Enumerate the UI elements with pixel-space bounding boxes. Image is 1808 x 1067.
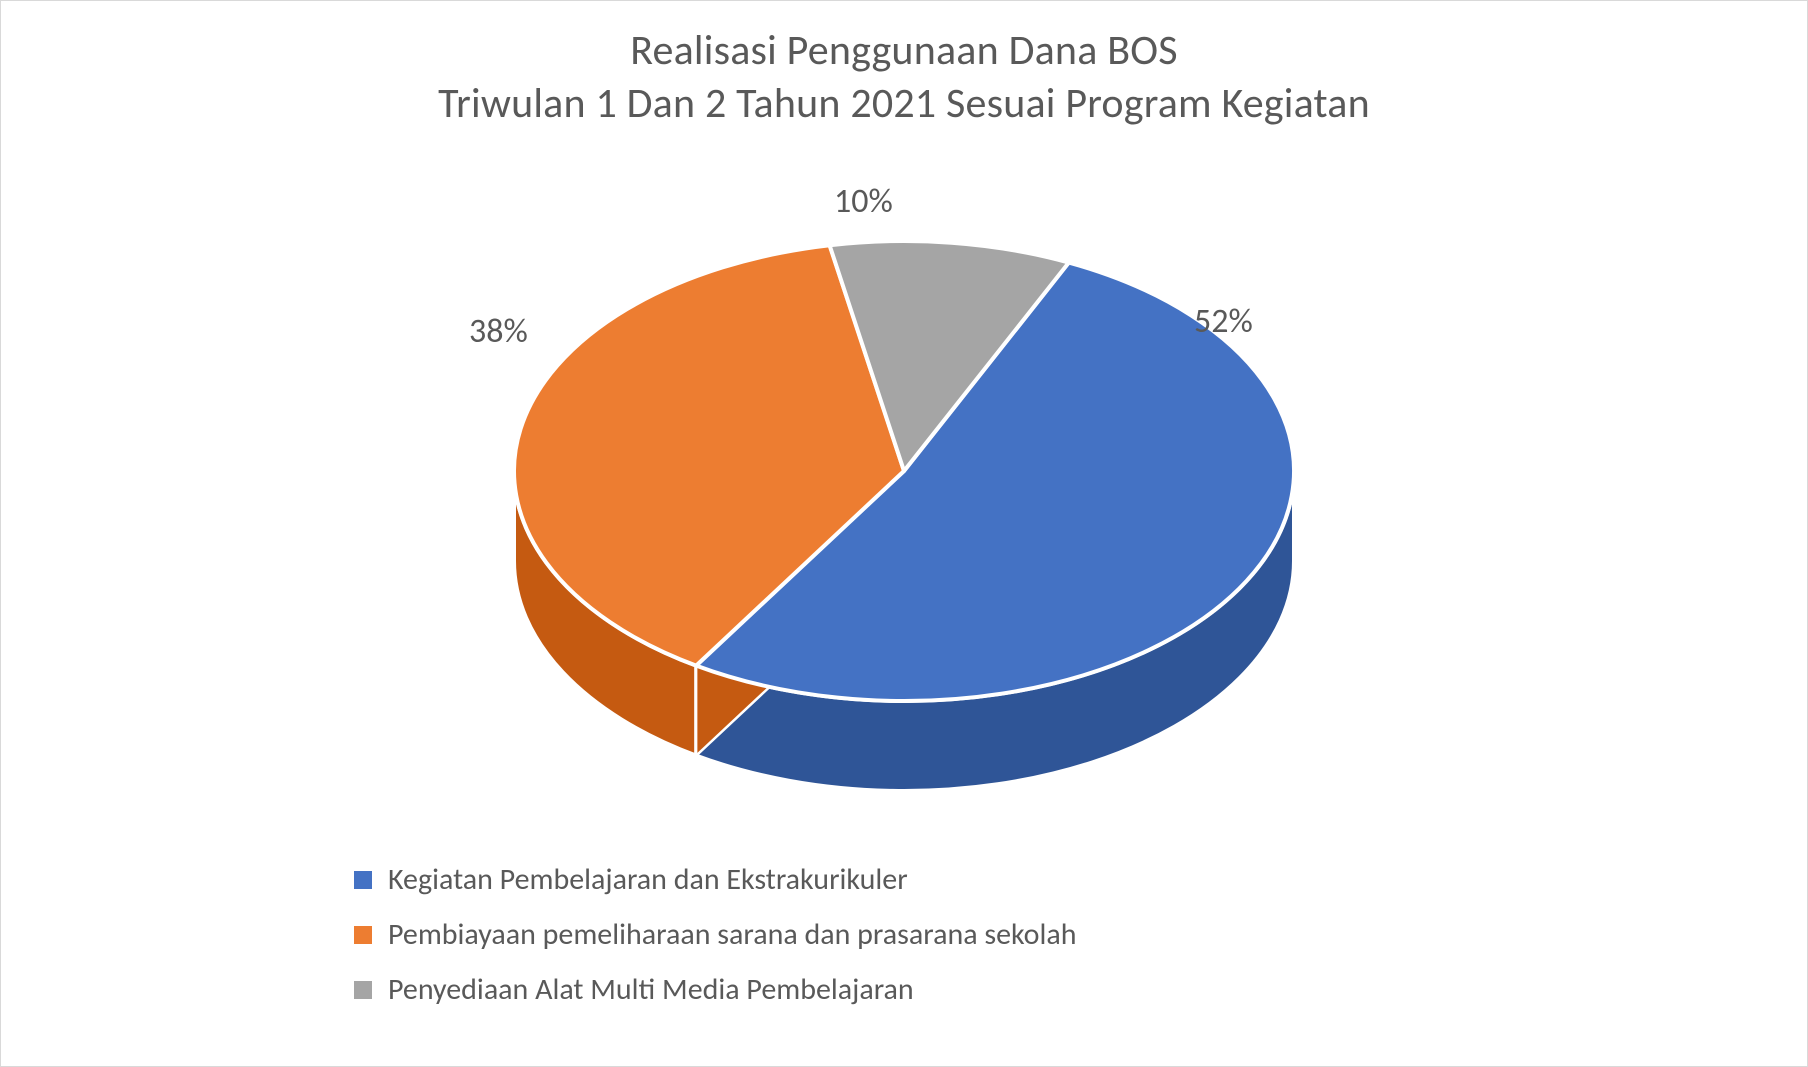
- legend-item-2: Penyediaan Alat Multi Media Pembelajaran: [354, 971, 1454, 1008]
- legend-label-2: Penyediaan Alat Multi Media Pembelajaran: [388, 971, 914, 1008]
- legend-swatch-1: [354, 926, 372, 944]
- slice-label-1: 38%: [469, 311, 528, 352]
- legend-swatch-0: [354, 871, 372, 889]
- chart-frame: Realisasi Penggunaan Dana BOS Triwulan 1…: [0, 0, 1808, 1067]
- slice-label-2: 10%: [834, 181, 893, 222]
- legend-swatch-2: [354, 981, 372, 999]
- pie-svg: [404, 171, 1404, 811]
- pie-chart: 52% 38% 10%: [404, 171, 1404, 811]
- legend-label-0: Kegiatan Pembelajaran dan Ekstrakurikule…: [388, 861, 908, 898]
- legend-item-1: Pembiayaan pemeliharaan sarana dan prasa…: [354, 916, 1454, 953]
- legend-label-1: Pembiayaan pemeliharaan sarana dan prasa…: [388, 916, 1077, 953]
- chart-title-line1: Realisasi Penggunaan Dana BOS: [1, 25, 1807, 78]
- legend-item-0: Kegiatan Pembelajaran dan Ekstrakurikule…: [354, 861, 1454, 898]
- chart-title: Realisasi Penggunaan Dana BOS Triwulan 1…: [1, 25, 1807, 130]
- legend: Kegiatan Pembelajaran dan Ekstrakurikule…: [354, 843, 1454, 1026]
- slice-label-0: 52%: [1194, 301, 1253, 342]
- chart-title-line2: Triwulan 1 Dan 2 Tahun 2021 Sesuai Progr…: [1, 78, 1807, 131]
